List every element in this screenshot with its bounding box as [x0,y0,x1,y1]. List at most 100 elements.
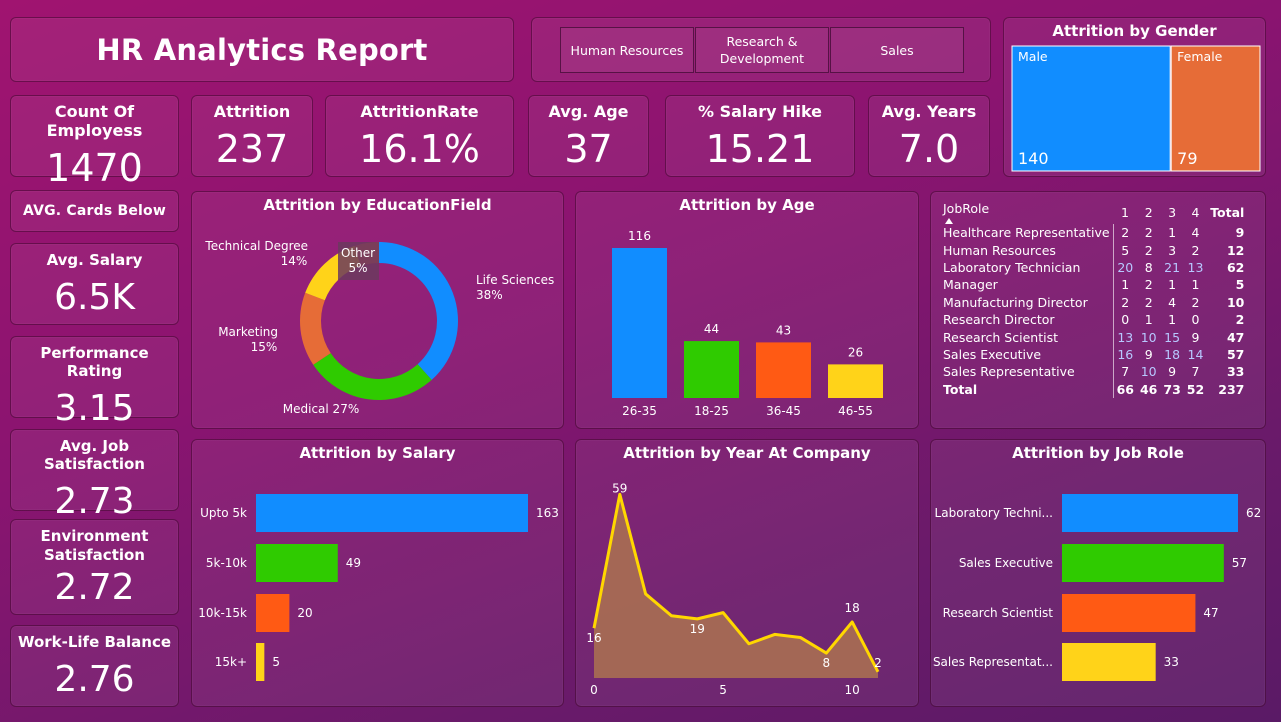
age-bar [828,364,883,398]
years-value-label: 59 [612,481,627,495]
matrix-total-row: Total 66 46 73 52 237 [941,381,1250,398]
salary-bar-value: 163 [536,506,559,520]
jobrole-bar [1062,544,1224,582]
matrix-col-2: 2 [1137,200,1160,224]
age-tick-label: 46-55 [838,404,873,418]
matrix-value-cell: 1 [1160,276,1183,293]
kpi-value: 37 [564,127,612,171]
salary-bar-value: 5 [272,655,280,669]
gender-tile-label: Female [1177,49,1223,64]
jobrole-tick-label: Sales Representat... [933,655,1053,669]
kpi-employee-count: Count Of Employess 1470 [10,95,179,177]
matrix-jobrole-cell: Healthcare Representative [941,224,1113,241]
side-value: 6.5K [54,277,135,318]
salary-bar [256,643,264,681]
jobrole-matrix-card: JobRole 1 2 3 4 Total Healthcare Represe… [930,191,1266,429]
salary-chart-card: Attrition by Salary 163 Upto 5k 49 5k-10k 20… [191,439,564,707]
age-bar-value: 116 [628,229,651,243]
matrix-value-cell: 9 [1160,363,1183,380]
filter-human-resources-button[interactable]: Human Resources [560,27,694,73]
salary-bar [256,594,289,632]
matrix-total-cell: 237 [1207,381,1250,398]
age-bar-value: 44 [704,322,719,336]
jobrole-chart-card: Attrition by Job Role 62 Laboratory Techn… [930,439,1266,707]
age-bar-chart: 11626-354418-254336-452646-55 [576,192,920,430]
kpi-label: AttritionRate [360,102,478,121]
kpi-label: Avg. Age [548,102,628,121]
matrix-value-cell: 2 [1113,224,1137,241]
side-label: Work-Life Balance [18,633,171,651]
matrix-total-cell: 10 [1207,294,1250,311]
gender-tile-value: 140 [1018,149,1049,168]
matrix-value-cell: 0 [1113,311,1137,328]
sort-up-icon[interactable] [945,218,953,224]
salary-tick-label: 5k-10k [206,556,247,570]
gender-chart-card: Attrition by Gender Male 140 Female 79 [1003,17,1266,177]
side-environment-satisfaction: Environment Satisfaction 2.72 [10,519,179,615]
matrix-value-cell: 2 [1137,224,1160,241]
jobrole-bar [1062,643,1156,681]
matrix-value-cell: 4 [1184,224,1207,241]
matrix-jobrole-cell: Total [941,381,1113,398]
matrix-value-cell: 21 [1160,259,1183,276]
filter-research-development-button[interactable]: Research & Development [695,27,829,73]
matrix-value-cell: 1 [1160,224,1183,241]
side-label: Avg. Job Satisfaction [11,437,178,473]
matrix-row: Research Scientist 13 10 15 9 47 [941,328,1250,345]
matrix-row: Laboratory Technician 20 8 21 13 62 [941,259,1250,276]
side-value: 2.76 [54,659,134,700]
kpi-avg-years: Avg. Years 7.0 [868,95,990,177]
kpi-value: 15.21 [706,127,815,171]
avg-cards-header-label: AVG. Cards Below [23,203,166,219]
side-label: Performance Rating [11,344,178,380]
matrix-value-cell: 15 [1160,328,1183,345]
matrix-jobrole-cell: Research Director [941,311,1113,328]
kpi-value: 237 [216,127,289,171]
matrix-row: Research Director 0 1 1 0 2 [941,311,1250,328]
donut-slice-medical [313,353,431,400]
matrix-value-cell: 1 [1184,276,1207,293]
matrix-value-cell: 13 [1184,259,1207,276]
donut-pct: 5% [348,261,367,275]
matrix-col-jobrole[interactable]: JobRole [941,200,1113,224]
age-bar-value: 43 [776,323,791,337]
matrix-value-cell: 7 [1184,363,1207,380]
years-tick-label: 10 [845,683,860,697]
matrix-col-3: 3 [1160,200,1183,224]
matrix-value-cell: 2 [1137,241,1160,258]
matrix-value-cell: 4 [1160,294,1183,311]
jobrole-matrix: JobRole 1 2 3 4 Total Healthcare Represe… [941,200,1250,398]
donut-slice-marketing [300,293,331,365]
matrix-value-cell: 14 [1184,346,1207,363]
matrix-jobrole-cell: Sales Representative [941,363,1113,380]
matrix-value-cell: 5 [1113,241,1137,258]
matrix-row: Sales Executive 16 9 18 14 57 [941,346,1250,363]
years-value-label: 8 [823,656,831,670]
donut-label: Other [341,246,375,260]
age-tick-label: 18-25 [694,404,729,418]
matrix-value-cell: 18 [1160,346,1183,363]
donut-label: Life Sciences [476,273,554,287]
jobrole-bar-value: 57 [1232,556,1247,570]
filter-sales-button[interactable]: Sales [830,27,964,73]
kpi-label: % Salary Hike [698,102,822,121]
kpi-value: 1470 [46,146,143,190]
avg-cards-header: AVG. Cards Below [10,190,179,232]
jobrole-bar-chart: 62Laboratory Techni...57Sales Executive4… [931,440,1267,708]
donut-pct: 15% [251,340,278,354]
age-tick-label: 26-35 [622,404,657,418]
matrix-value-cell: 46 [1137,381,1160,398]
matrix-col-total: Total [1207,200,1250,224]
department-slicer: Human Resources Research & Development S… [531,17,991,82]
matrix-value-cell: 2 [1137,294,1160,311]
side-value: 2.73 [54,481,134,522]
matrix-total-cell: 47 [1207,328,1250,345]
gender-treemap: Male140Female79 [1004,18,1267,178]
matrix-jobrole-cell: Manager [941,276,1113,293]
salary-bar [256,494,528,532]
matrix-value-cell: 10 [1137,328,1160,345]
matrix-total-cell: 12 [1207,241,1250,258]
side-job-satisfaction: Avg. Job Satisfaction 2.73 [10,429,179,511]
matrix-value-cell: 20 [1113,259,1137,276]
